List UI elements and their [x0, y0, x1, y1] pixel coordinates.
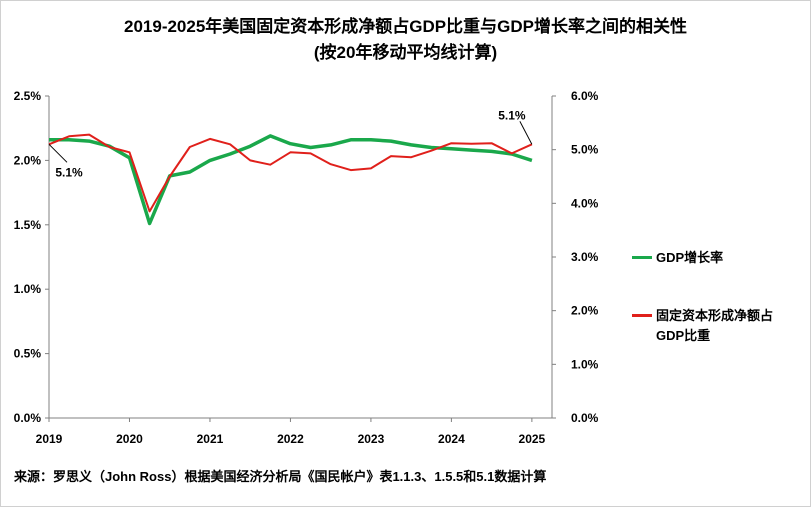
legend-label-gdp-growth: GDP增长率	[656, 250, 724, 265]
left-axis-tick-label: 1.0%	[14, 282, 42, 296]
right-axis-tick-label: 2.0%	[571, 304, 599, 318]
series-line-gdp-growth	[49, 134, 533, 226]
chart-title: 2019-2025年美国固定资本形成净额占GDP比重与GDP增长率之间的相关性 …	[0, 14, 811, 66]
legend-swatch-net-fcf	[632, 314, 652, 317]
right-axis-tick-label: 6.0%	[571, 89, 599, 103]
right-axis-tick-label: 4.0%	[571, 196, 599, 210]
right-axis-tick-label: 1.0%	[571, 357, 599, 371]
annotation-leader	[48, 143, 68, 163]
legend-label-net-fcf: 固定资本形成净额占 GDP比重	[656, 308, 774, 343]
x-axis-tick-label: 2019	[36, 432, 63, 446]
left-axis-tick-label: 1.5%	[14, 218, 42, 232]
chart-title-line-2: (按20年移动平均线计算)	[313, 43, 498, 62]
x-axis-tick-label: 2020	[116, 432, 143, 446]
annotation-label: 5.1%	[498, 108, 526, 122]
right-axis-tick-label: 5.0%	[571, 143, 599, 157]
legend-item-net-fcf: 固定资本形成净额占 GDP比重	[632, 306, 773, 346]
source-note: 来源：罗思义（John Ross）根据美国经济分析局《国民帐户》表1.1.3、1…	[14, 469, 547, 484]
x-axis-tick-label: 2025	[519, 432, 546, 446]
x-axis-tick-label: 2024	[438, 432, 465, 446]
legend-item-gdp-growth: GDP增长率	[632, 248, 723, 268]
left-axis-tick-label: 2.0%	[14, 153, 42, 167]
annotation-leader	[519, 121, 533, 145]
x-axis-tick-label: 2022	[277, 432, 304, 446]
left-axis-tick-label: 2.5%	[14, 89, 42, 103]
left-axis-tick-label: 0.5%	[14, 347, 42, 361]
annotation-label: 5.1%	[55, 165, 83, 179]
x-axis-tick-label: 2023	[358, 432, 385, 446]
x-axis-tick-label: 2021	[197, 432, 224, 446]
left-axis-tick-label: 0.0%	[14, 411, 42, 425]
chart-title-line-1: 2019-2025年美国固定资本形成净额占GDP比重与GDP增长率之间的相关性	[124, 17, 687, 36]
right-axis-tick-label: 3.0%	[571, 250, 599, 264]
legend-swatch-gdp-growth	[632, 256, 652, 259]
right-axis-tick-label: 0.0%	[571, 411, 599, 425]
series-line-net-fcf	[48, 133, 533, 213]
